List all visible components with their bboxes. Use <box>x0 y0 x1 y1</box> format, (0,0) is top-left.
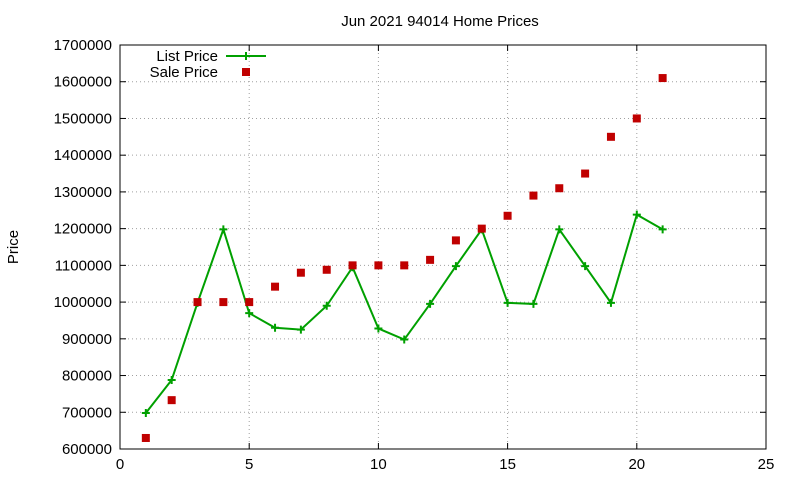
list-price-point <box>245 309 254 318</box>
list-price-point <box>581 262 590 271</box>
sale-price-point <box>193 298 202 307</box>
chart-title: Jun 2021 94014 Home Prices <box>341 13 539 30</box>
list-price-point <box>658 225 667 234</box>
x-tick-label: 20 <box>628 456 645 473</box>
sale-price-point <box>503 211 512 220</box>
x-tick-label: 15 <box>499 456 516 473</box>
y-tick-label: 1600000 <box>54 74 112 91</box>
y-tick-label: 1000000 <box>54 294 112 311</box>
list-price-point <box>296 325 305 334</box>
sale-price-point <box>581 169 590 178</box>
sale-price-point <box>426 255 435 264</box>
list-price-point <box>426 299 435 308</box>
y-tick-labels: 600000 700000 800000 900000 1000000 1100000 12… <box>54 37 112 458</box>
list-price-point <box>400 335 409 344</box>
y-tick-label: 1700000 <box>54 37 112 54</box>
sale-price-point <box>632 114 641 123</box>
list-price-point <box>271 323 280 332</box>
y-tick-label: 700000 <box>62 404 112 421</box>
sale-price-point <box>606 132 615 141</box>
y-tick-label: 600000 <box>62 441 112 458</box>
legend: List Price Sale Price <box>150 48 266 81</box>
list-price-point <box>374 324 383 333</box>
list-price-point <box>632 210 641 219</box>
x-tick-labels: 0 5 10 15 20 25 <box>116 456 775 473</box>
data-series <box>141 74 667 442</box>
sale-price-point <box>141 433 150 442</box>
list-price-point <box>529 299 538 308</box>
legend-symbols <box>226 52 266 76</box>
y-tick-label: 1200000 <box>54 221 112 238</box>
list-price-point <box>322 301 331 310</box>
sale-price-point <box>555 184 564 193</box>
y-tick-label: 1400000 <box>54 147 112 164</box>
list-price-point <box>219 225 228 234</box>
list-price-point <box>451 262 460 271</box>
sale-price-point <box>451 236 460 245</box>
sale-price-point <box>400 261 409 270</box>
y-tick-label: 800000 <box>62 368 112 385</box>
legend-marker-list-price <box>242 52 250 60</box>
y-tick-label: 900000 <box>62 331 112 348</box>
sale-price-point <box>374 261 383 270</box>
sale-price-point <box>167 396 176 405</box>
x-tick-label: 25 <box>758 456 775 473</box>
sale-price-point <box>219 298 228 307</box>
grid-lines <box>120 45 766 449</box>
list-price-point <box>606 298 615 307</box>
y-tick-label: 1500000 <box>54 110 112 127</box>
list-price-point <box>555 225 564 234</box>
sale-price-point <box>296 268 305 277</box>
sale-price-point <box>529 191 538 200</box>
x-tick-label: 0 <box>116 456 124 473</box>
sale-price-point <box>245 298 254 307</box>
list-price-point <box>503 298 512 307</box>
y-tick-label: 1100000 <box>55 257 112 274</box>
sale-price-point <box>477 224 486 233</box>
legend-label-list-price: List Price <box>156 48 218 65</box>
sale-price-point <box>658 74 667 83</box>
x-tick-label: 5 <box>245 456 253 473</box>
list-price-point <box>141 409 150 418</box>
sale-price-point <box>322 265 331 274</box>
legend-marker-sale-price <box>242 68 250 76</box>
plot-frame <box>119 44 767 450</box>
y-axis-label: Price <box>5 230 22 264</box>
list-price-line <box>145 213 664 414</box>
y-tick-label: 1300000 <box>54 184 112 201</box>
sale-price-point <box>348 261 357 270</box>
x-tick-label: 10 <box>370 456 387 473</box>
sale-price-point <box>271 282 280 291</box>
list-price-point <box>167 375 176 384</box>
legend-label-sale-price: Sale Price <box>150 64 218 81</box>
